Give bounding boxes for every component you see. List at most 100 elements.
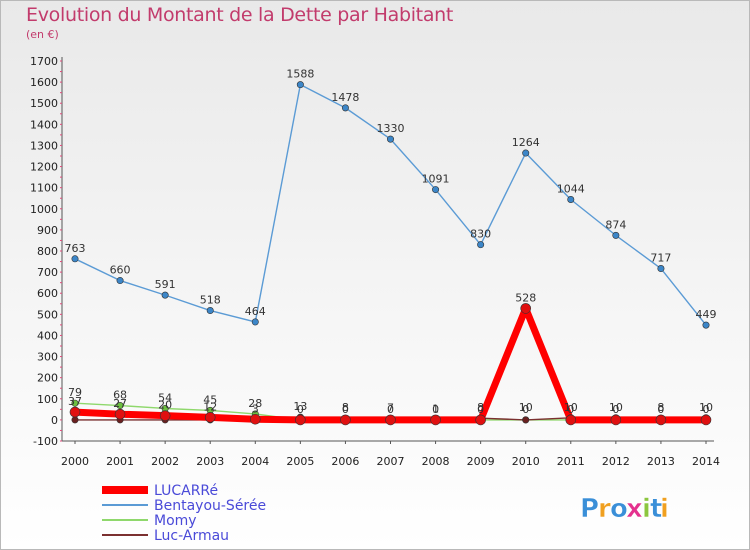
data-point: [71, 416, 79, 424]
data-point: [204, 412, 216, 423]
data-label: 12: [203, 400, 217, 413]
y-tick-label: 1100: [30, 182, 58, 195]
data-label: 37: [68, 395, 82, 408]
x-tick-label: 2013: [647, 455, 675, 468]
logo-letter: i: [660, 494, 669, 524]
data-label: 10: [519, 401, 533, 414]
data-point: [522, 149, 530, 157]
y-tick-label: 200: [37, 372, 58, 385]
y-tick-label: 100: [37, 393, 58, 406]
x-tick-label: 2010: [512, 455, 540, 468]
data-label: 27: [113, 397, 127, 410]
data-point: [477, 241, 485, 249]
y-tick-label: 1400: [30, 118, 58, 131]
data-point: [565, 414, 577, 426]
data-label: 0: [703, 403, 710, 416]
data-label: 0: [567, 403, 574, 416]
data-point: [385, 414, 396, 426]
y-tick-label: 1000: [30, 203, 58, 216]
chart-title: Evolution du Montant de la Dette par Hab…: [26, 4, 454, 26]
data-point: [296, 81, 304, 89]
data-label: 10: [699, 401, 713, 414]
y-tick-label: 600: [37, 287, 58, 300]
data-point: [249, 413, 261, 425]
y-tick-label: 0: [51, 414, 58, 427]
data-point: [520, 303, 532, 314]
data-point: [700, 414, 712, 426]
data-label: 20: [158, 399, 172, 412]
chart-subtitle: (en €): [26, 28, 59, 41]
logo-letter: o: [610, 494, 628, 524]
y-tick-label: 1500: [30, 97, 58, 110]
y-tick-label: 1200: [30, 161, 58, 174]
data-label: 7: [387, 401, 394, 414]
y-tick-label: 500: [37, 308, 58, 321]
data-label: 528: [515, 291, 536, 304]
x-tick-label: 2014: [692, 455, 720, 468]
data-label: 8: [342, 401, 349, 414]
x-tick-label: 2009: [467, 455, 495, 468]
x-tick-label: 2004: [241, 455, 269, 468]
legend-label: Bentayou-Sérée: [154, 498, 266, 514]
data-label: 830: [470, 228, 491, 241]
data-point: [655, 414, 667, 426]
y-tick-label: 900: [37, 224, 58, 237]
data-point: [702, 321, 710, 329]
data-point: [116, 402, 124, 410]
x-tick-label: 2000: [61, 455, 89, 468]
x-tick-label: 2005: [286, 455, 314, 468]
legend-label: LUCARRé: [154, 483, 218, 499]
data-point: [159, 410, 171, 421]
data-label: 54: [158, 391, 172, 404]
x-tick-label: 2008: [422, 455, 450, 468]
x-tick-label: 2012: [602, 455, 630, 468]
logo-letter: x: [626, 494, 643, 524]
data-point: [340, 414, 351, 426]
data-label: 28: [248, 397, 262, 410]
data-label: 45: [203, 393, 217, 406]
data-point: [430, 414, 441, 426]
data-label: 0: [432, 403, 439, 416]
y-tick-label: 300: [37, 351, 58, 364]
data-point: [432, 186, 440, 194]
legend-label: Momy: [154, 513, 197, 529]
data-point: [295, 414, 306, 426]
data-label: 1044: [557, 182, 585, 195]
y-tick-label: 400: [37, 329, 58, 342]
logo-letter: i: [642, 494, 651, 524]
data-point: [114, 408, 126, 420]
data-label: 0: [657, 403, 664, 416]
y-tick-label: -100: [33, 435, 58, 448]
data-label: 0: [387, 403, 394, 416]
data-label: 449: [696, 308, 717, 321]
data-label: 660: [110, 264, 131, 277]
legend-label: Luc-Armau: [154, 528, 229, 544]
data-point: [522, 416, 530, 424]
data-label: 1478: [331, 91, 359, 104]
data-label: 763: [65, 242, 86, 255]
data-label: 8: [477, 401, 484, 414]
data-label: 3: [252, 402, 259, 415]
y-tick-label: 800: [37, 245, 58, 258]
data-point: [69, 406, 81, 418]
x-tick-label: 2002: [151, 455, 179, 468]
y-tick-label: 1300: [30, 139, 58, 152]
data-point: [475, 414, 486, 426]
data-point: [116, 277, 124, 285]
data-label: 10: [564, 401, 578, 414]
data-point: [386, 135, 394, 143]
data-label: 1588: [286, 68, 314, 81]
logo-letter: r: [598, 494, 611, 524]
data-point: [341, 104, 349, 112]
series-points: [69, 81, 712, 426]
y-tick-label: 1600: [30, 76, 58, 89]
data-label: 717: [650, 252, 671, 265]
data-point: [567, 195, 575, 203]
data-label: 464: [245, 305, 266, 318]
data-label: 10: [609, 401, 623, 414]
y-tick-label: 700: [37, 266, 58, 279]
data-label: 79: [68, 386, 82, 399]
data-label: 1264: [512, 136, 540, 149]
